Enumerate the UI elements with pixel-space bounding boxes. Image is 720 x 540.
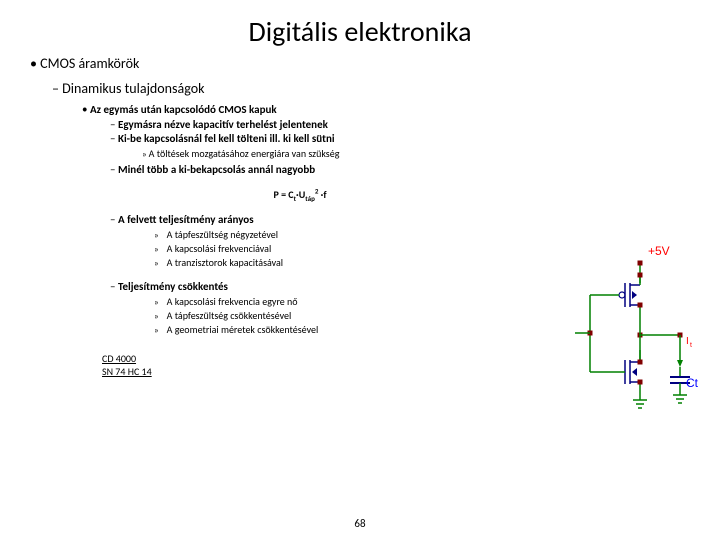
power-formula: P = Ct·Utáp2 ·f — [30, 186, 570, 203]
bullet-l4a: Egymásra nézve kapacitív terhelést jelen… — [110, 118, 570, 133]
link-cd4000[interactable]: CD 4000 — [102, 352, 570, 365]
svg-text:+5V: +5V — [648, 245, 670, 258]
bullet-l5e1: A kapcsolási frekvencia egyre nő — [154, 295, 570, 309]
cmos-circuit-diagram: +5V It Ct — [570, 245, 700, 445]
svg-text:I: I — [686, 336, 689, 347]
reference-links: CD 4000 SN 74 HC 14 — [102, 352, 570, 378]
bullet-l1: CMOS áramkörök — [30, 55, 570, 74]
bullet-l5d3: A tranzisztorok kapacitásával — [154, 256, 570, 270]
bullet-l5d2: A kapcsolási frekvenciával — [154, 242, 570, 256]
bullet-l5d1: A tápfeszültség négyzetével — [154, 228, 570, 242]
bullet-l3: Az egymás után kapcsolódó CMOS kapuk — [82, 103, 570, 118]
svg-text:Ct: Ct — [686, 376, 699, 390]
bullet-l5e3: A geometriai méretek csökkentésével — [154, 323, 570, 337]
bullet-l5a: A töltések mozgatásához energiára van sz… — [142, 147, 570, 161]
page-title: Digitális elektronika — [0, 0, 720, 55]
svg-text:t: t — [690, 342, 692, 349]
bullet-l5e2: A tápfeszültség csökkentésével — [154, 309, 570, 323]
bullet-l4c: Minél több a ki-bekapcsolás annál nagyob… — [110, 163, 570, 178]
link-sn74hc14[interactable]: SN 74 HC 14 — [102, 365, 570, 378]
bullet-l4b: Ki-be kapcsolásnál fel kell tölteni ill.… — [110, 132, 570, 147]
page-number: 68 — [354, 517, 365, 530]
bullet-l4d: A felvett teljesítmény arányos — [110, 213, 570, 228]
bullet-l2: Dinamikus tulajdonságok — [52, 80, 570, 99]
bullet-l4e: Teljesítmény csökkentés — [110, 280, 570, 295]
